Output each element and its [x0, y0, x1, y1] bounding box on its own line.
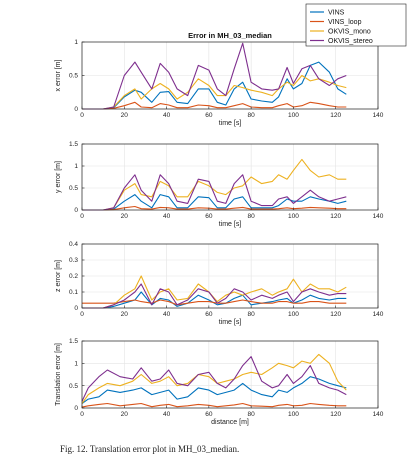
x-axis-label: time [s] [219, 221, 242, 228]
x-tick-label: 0 [80, 213, 84, 220]
series-line-vins [81, 376, 347, 404]
x-axis-label: time [s] [219, 319, 242, 326]
x-tick-label: 0 [80, 411, 84, 418]
x-tick-label: 80 [248, 411, 256, 418]
series-line-okvis-mono [82, 158, 347, 211]
subplot-4: 0 20 40 60 80 100 120 140 0 0.5 1 1.5 distance [m] Tr… [55, 338, 384, 426]
series-line-okvis-stereo [82, 42, 347, 110]
series-line-okvis-mono [81, 353, 347, 404]
x-tick-label: 20 [121, 411, 129, 418]
plot-area [82, 341, 378, 408]
y-axis-label: x error [m] [55, 60, 62, 92]
legend: VINS VINS_loop OKVIS_mono OKVIS_stereo [305, 3, 407, 47]
y-tick-label: 0.3 [69, 257, 78, 264]
y-tick-label: 0.2 [69, 273, 78, 280]
legend-label: VINS [328, 10, 345, 17]
legend-label: VINS_loop [328, 19, 362, 26]
legend-label: OKVIS_stereo [328, 38, 373, 45]
x-tick-label: 80 [248, 213, 256, 220]
legend-label: OKVIS_mono [328, 29, 371, 36]
x-tick-label: 120 [330, 411, 341, 418]
series-line-vins-loop [81, 402, 347, 408]
y-tick-label: 1 [74, 163, 78, 170]
subplot-2: 0 20 40 60 80 100 120 140 0 0.5 1 1.5 time [s] y erro… [55, 141, 384, 228]
y-tick-label: 0.4 [69, 241, 78, 248]
x-tick-label: 100 [288, 411, 299, 418]
x-tick-label: 100 [288, 213, 299, 220]
chart-title: Error in MH_03_median [188, 31, 272, 40]
x-tick-label: 120 [330, 213, 341, 220]
figure-caption: Fig. 12. Translation error plot in MH_03… [60, 444, 240, 454]
series-line-vins-loop [82, 299, 347, 306]
x-tick-label: 140 [373, 311, 384, 318]
x-tick-label: 140 [373, 213, 384, 220]
y-tick-label: 0 [74, 207, 78, 214]
x-tick-label: 120 [330, 112, 341, 119]
y-axis-label: y error [m] [55, 161, 62, 193]
series-line-okvis-stereo [81, 356, 347, 402]
y-tick-label: 1 [74, 361, 78, 368]
x-tick-label: 60 [205, 311, 213, 318]
x-tick-label: 100 [288, 112, 299, 119]
x-tick-label: 40 [163, 411, 171, 418]
y-tick-label: 0 [74, 106, 78, 113]
x-tick-label: 60 [205, 411, 213, 418]
y-tick-label: 0.5 [69, 73, 78, 80]
x-tick-label: 40 [163, 311, 171, 318]
subplot-3: 0 20 40 60 80 100 120 140 0 0.1 0.2 0.3 0.4 time [s] z… [55, 241, 384, 326]
series-line-vins-loop [82, 205, 347, 211]
x-tick-label: 60 [205, 213, 213, 220]
x-tick-label: 20 [121, 213, 129, 220]
x-tick-label: 80 [248, 112, 256, 119]
x-tick-label: 100 [288, 311, 299, 318]
x-tick-label: 60 [205, 112, 213, 119]
series-line-okvis-stereo [82, 283, 347, 309]
x-tick-label: 20 [121, 311, 129, 318]
y-tick-label: 0 [74, 405, 78, 412]
x-tick-label: 80 [248, 311, 256, 318]
y-tick-label: 1.5 [69, 338, 78, 345]
legend-box [305, 3, 407, 47]
x-tick-label: 140 [373, 411, 384, 418]
plot-area [82, 144, 378, 210]
y-tick-label: 0.5 [69, 383, 78, 390]
x-tick-label: 120 [330, 311, 341, 318]
axes-frame [81, 143, 379, 211]
y-axis-label: Translation error [m] [55, 343, 62, 406]
series-line-okvis-stereo [82, 174, 347, 211]
series-line-vins-loop [82, 101, 347, 110]
axes-frame [81, 340, 379, 409]
y-axis-label: z error [m] [55, 260, 62, 292]
x-tick-label: 0 [80, 112, 84, 119]
x-tick-label: 140 [373, 112, 384, 119]
y-tick-label: 1.5 [69, 141, 78, 148]
x-tick-label: 20 [121, 112, 129, 119]
series-line-vins [82, 194, 347, 211]
x-tick-label: 40 [163, 213, 171, 220]
y-tick-label: 0 [74, 305, 78, 312]
y-tick-label: 0.1 [69, 289, 78, 296]
x-tick-label: 40 [163, 112, 171, 119]
y-tick-label: 1 [74, 39, 78, 46]
x-tick-label: 0 [80, 311, 84, 318]
series-line-okvis-mono [82, 275, 347, 309]
x-axis-label: time [s] [219, 120, 242, 127]
y-tick-label: 0.5 [69, 185, 78, 192]
x-axis-label: distance [m] [211, 419, 249, 426]
